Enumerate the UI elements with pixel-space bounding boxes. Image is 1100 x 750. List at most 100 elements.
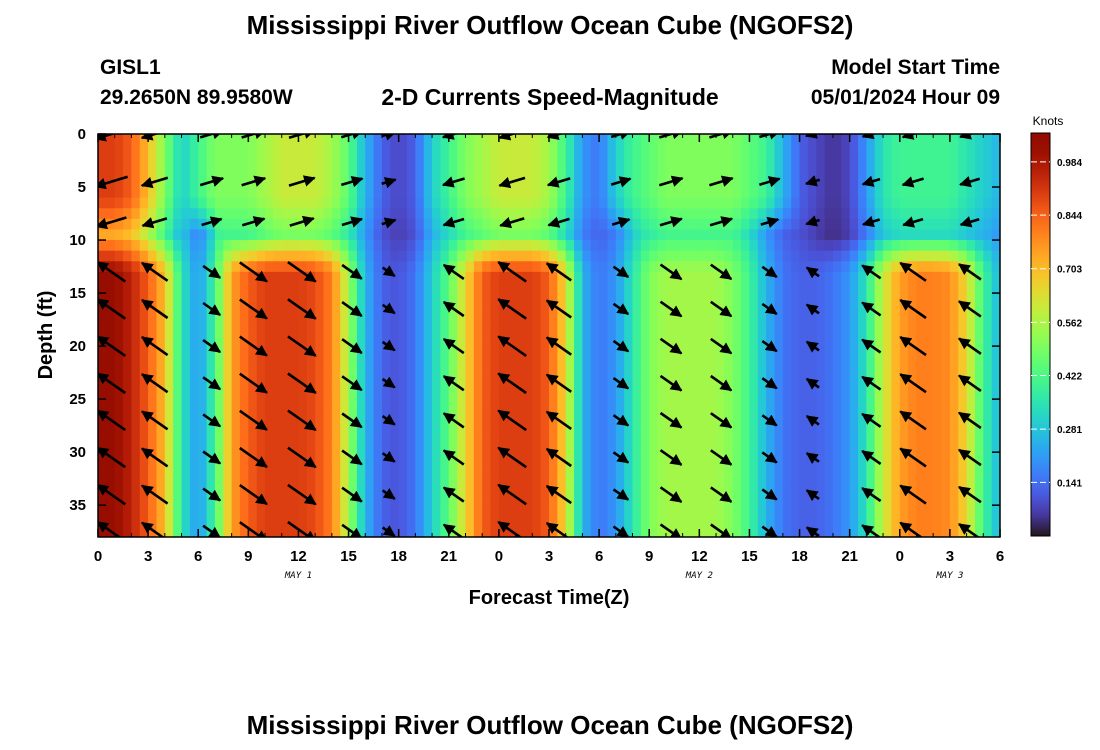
heatmap-cell (958, 293, 968, 305)
heatmap-cell (273, 526, 283, 537)
heatmap-cell (340, 134, 350, 146)
heatmap-cell (791, 473, 801, 485)
heatmap-cell (348, 187, 358, 199)
heatmap-cell (398, 303, 408, 315)
heatmap-cell (841, 134, 851, 146)
heatmap-cell (407, 229, 416, 241)
heatmap-cell (841, 462, 851, 474)
heatmap-cell (415, 144, 425, 156)
heatmap-cell (473, 430, 483, 443)
current-arrow (761, 302, 778, 316)
heatmap-cell (582, 293, 592, 305)
current-arrow (710, 486, 733, 503)
heatmap-cell (473, 314, 483, 326)
heatmap-cell (924, 240, 934, 252)
heatmap-cell (741, 144, 751, 156)
heatmap-cell (657, 176, 667, 188)
heatmap-cell (908, 293, 918, 305)
heatmap-cell (849, 462, 859, 474)
heatmap-cell (331, 367, 341, 379)
heatmap-cell (114, 293, 124, 305)
heatmap-cell (298, 515, 308, 527)
heatmap-cell (265, 473, 274, 485)
heatmap-cell (106, 208, 116, 220)
heatmap-cell (482, 144, 492, 156)
heatmap-cell (131, 377, 141, 390)
heatmap-cell (432, 165, 442, 178)
heatmap-cell (974, 165, 984, 178)
heatmap-cell (565, 420, 575, 432)
current-arrow (287, 335, 317, 357)
heatmap-cell (816, 462, 826, 474)
heatmap-cell (565, 218, 575, 231)
heatmap-cell (198, 377, 208, 390)
heatmap-cell (757, 420, 767, 432)
heatmap-cell (933, 483, 943, 496)
heatmap-cell (741, 452, 751, 464)
heatmap-cell (248, 314, 258, 326)
heatmap-cell (231, 314, 241, 326)
heatmap-cell (832, 314, 842, 326)
heatmap-cell (231, 452, 241, 464)
heatmap-cell (223, 526, 233, 537)
heatmap-cell (565, 505, 575, 517)
heatmap-cell (131, 187, 141, 199)
heatmap-cell (189, 303, 199, 315)
heatmap-cell (123, 155, 133, 167)
heatmap-cell (331, 229, 341, 241)
heatmap-cell (757, 526, 767, 537)
heatmap-cell (599, 240, 609, 252)
heatmap-cell (599, 430, 609, 443)
heatmap-cell (114, 176, 124, 188)
heatmap-cell (933, 208, 943, 220)
heatmap-cell (716, 441, 725, 453)
heatmap-cell (231, 229, 241, 241)
heatmap-cell (615, 505, 625, 517)
heatmap-cell (448, 271, 458, 284)
heatmap-cell (223, 388, 233, 400)
heatmap-cell (239, 452, 249, 464)
current-arrow (545, 447, 572, 468)
heatmap-cell (323, 218, 333, 231)
heatmap-cell (390, 303, 400, 315)
heatmap-cell (590, 473, 600, 485)
heatmap-cell (423, 165, 433, 178)
heatmap-cell (774, 388, 784, 400)
heatmap-cell (716, 483, 725, 496)
day-label: MAY 1 (284, 571, 312, 581)
heatmap-cell (331, 420, 341, 432)
heatmap-cell (732, 261, 742, 273)
heatmap-cell (615, 441, 625, 453)
heatmap-cell (966, 208, 976, 220)
heatmap-cell (640, 282, 650, 294)
heatmap-cell (807, 282, 817, 294)
heatmap-cell (498, 473, 508, 485)
heatmap-cell (582, 526, 592, 537)
heatmap-cell (490, 197, 500, 209)
current-arrow (497, 483, 527, 506)
heatmap-cell (832, 261, 842, 273)
heatmap-cell (281, 430, 291, 443)
current-arrow (612, 302, 630, 316)
heatmap-cell (423, 483, 433, 496)
heatmap-cell (632, 324, 642, 337)
heatmap-cell (398, 377, 408, 390)
heatmap-cell (599, 388, 609, 400)
heatmap-cell (690, 388, 700, 400)
heatmap-cell (298, 271, 308, 284)
heatmap-cell (565, 240, 575, 252)
heatmap-cell (281, 250, 291, 262)
heatmap-cell (415, 388, 425, 400)
heatmap-cell (323, 399, 333, 411)
current-arrow (899, 521, 923, 537)
heatmap-cell (991, 388, 1000, 400)
heatmap-cell (131, 240, 141, 252)
heatmap-cell (265, 261, 274, 273)
current-arrow (441, 134, 459, 140)
heatmap-cell (557, 197, 567, 209)
heatmap-cell (415, 462, 425, 474)
heatmap-cell (457, 462, 467, 474)
heatmap-cell (674, 462, 684, 474)
heatmap-cell (473, 218, 483, 231)
heatmap-cell (599, 377, 609, 390)
